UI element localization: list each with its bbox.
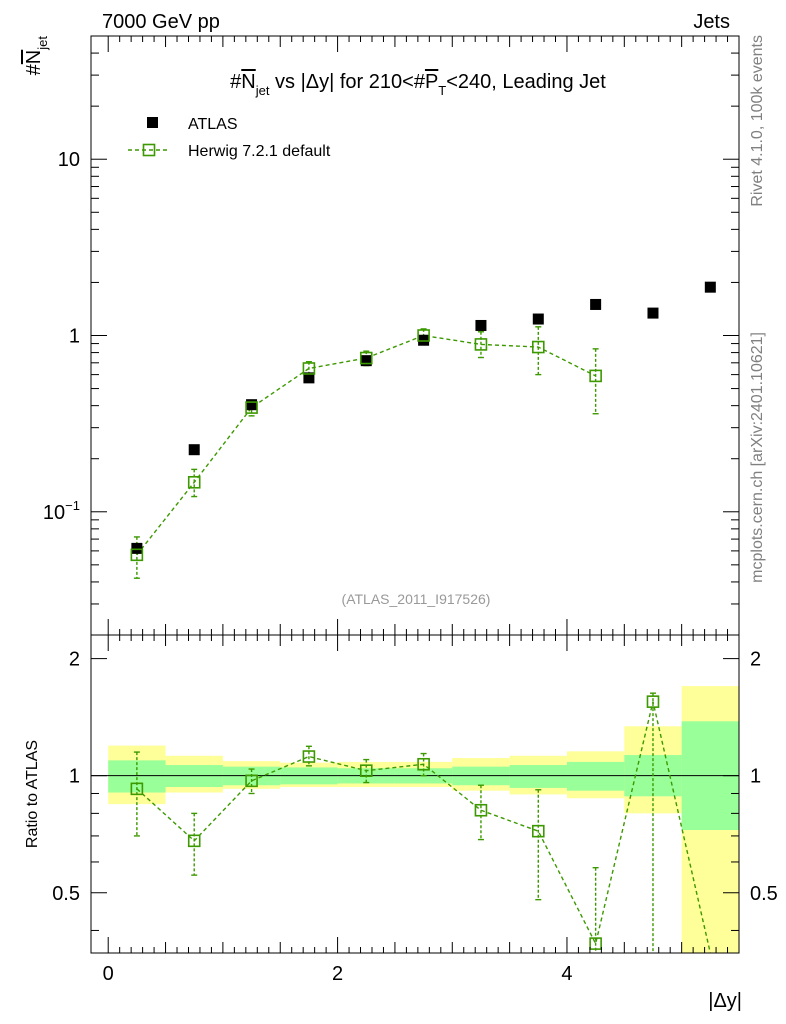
atlas-data-point — [246, 399, 258, 411]
legend-atlas-label: ATLAS — [188, 116, 238, 133]
herwig-ratio-point — [474, 803, 488, 817]
herwig-data-point — [531, 340, 545, 354]
atlas-data-point — [590, 298, 602, 310]
ratio-plot-panel: 0.5 0.5 1 1 2 2 0 2 4 — [52, 634, 778, 985]
atlas-data-point — [360, 355, 372, 367]
herwig-ratio-point — [245, 774, 258, 788]
atlas-data-point — [303, 372, 315, 384]
ratio-stat-band — [509, 765, 567, 788]
legend: ATLAS Herwig 7.2.1 default — [128, 116, 331, 160]
herwig-data-point — [359, 351, 373, 365]
ratio-y-tick-label-right: 0.5 — [750, 883, 778, 905]
ratio-y-tick-label-left: 1 — [69, 766, 80, 788]
main-y-tick-label: 1 — [69, 326, 80, 348]
herwig-ratio-point — [130, 782, 144, 796]
herwig-ratio-point — [531, 824, 545, 838]
herwig-ratio-point — [589, 937, 602, 950]
plot-title: #Njet vs |Δy| for 210<#PT<240, Leading J… — [230, 71, 606, 98]
atlas-data-point — [188, 444, 200, 456]
ratio-plot-frame — [90, 634, 740, 954]
atlas-data-point — [131, 542, 143, 554]
herwig-series-line — [136, 334, 596, 556]
atlas-data-point — [704, 281, 716, 293]
herwig-data-point — [130, 548, 144, 562]
main-y-tick-label: 10−1 — [43, 498, 80, 524]
herwig-data-point — [187, 475, 201, 489]
rivet-version-label: Rivet 4.1.0, 100k events — [749, 35, 766, 207]
herwig-ratio-point — [646, 695, 660, 708]
mcplots-label: mcplots.cern.ch [arXiv:2401.10621] — [749, 332, 766, 583]
header-process-label: Jets — [693, 11, 730, 33]
legend-atlas-marker — [147, 117, 158, 128]
ratio-y-tick-label-left: 2 — [69, 649, 80, 671]
herwig-data-point — [417, 329, 430, 342]
herwig-ratio-point — [417, 757, 430, 771]
ratio-y-tick-label-right: 1 — [750, 766, 761, 788]
ratio-y-axis-label: Ratio to ATLAS — [24, 740, 41, 848]
main-y-axis-label: #Njet — [23, 36, 50, 76]
x-axis-label: |Δy| — [708, 990, 742, 1012]
atlas-data-point — [532, 313, 544, 325]
herwig-ratio-point — [302, 750, 316, 763]
ratio-y-tick-label-left: 0.5 — [52, 883, 80, 905]
ratio-stat-band — [566, 761, 625, 791]
atlas-data-point — [475, 319, 487, 331]
legend-herwig-label: Herwig 7.2.1 default — [188, 143, 331, 160]
x-tick-label: 0 — [103, 963, 114, 985]
herwig-data-point — [474, 338, 488, 351]
herwig-data-point — [589, 369, 602, 383]
x-tick-label: 4 — [561, 963, 572, 985]
atlas-data-point — [647, 307, 659, 319]
main-y-tick-label: 10 — [58, 149, 80, 171]
main-plot-panel: 10−1 1 10 — [43, 35, 740, 636]
herwig-ratio-point — [187, 834, 201, 848]
x-tick-label: 2 — [332, 963, 343, 985]
header-beam-label: 7000 GeV pp — [102, 11, 220, 33]
legend-herwig-marker — [142, 143, 156, 157]
herwig-ratio-point — [359, 764, 373, 777]
ratio-y-tick-label-right: 2 — [750, 649, 761, 671]
herwig-data-point — [245, 401, 258, 414]
analysis-id-label: (ATLAS_2011_I917526) — [342, 591, 491, 607]
herwig-data-point — [302, 362, 316, 375]
